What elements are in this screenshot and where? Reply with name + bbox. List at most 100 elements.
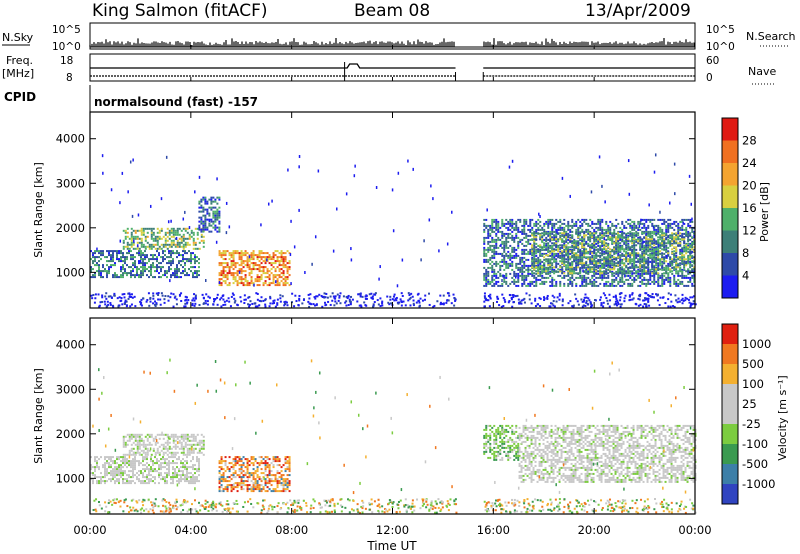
power-cell bbox=[138, 276, 140, 279]
power-cell bbox=[172, 235, 175, 238]
velocity-cell bbox=[104, 466, 106, 469]
power-cell bbox=[597, 262, 600, 265]
power-cell bbox=[607, 256, 610, 259]
power-cell bbox=[501, 232, 504, 235]
power-cell bbox=[545, 268, 548, 271]
power-cell bbox=[599, 272, 602, 275]
power-cell bbox=[599, 248, 602, 251]
power-cell bbox=[154, 239, 157, 242]
power-cell bbox=[597, 242, 600, 245]
power-cell bbox=[669, 284, 672, 287]
power-speckle bbox=[628, 295, 631, 298]
power-cell bbox=[559, 266, 562, 269]
power-cell bbox=[559, 284, 562, 287]
power-cell bbox=[260, 266, 263, 269]
power-cell bbox=[661, 240, 664, 243]
power-cell bbox=[244, 260, 247, 263]
power-cell bbox=[509, 258, 512, 261]
power-cell bbox=[553, 238, 556, 241]
power-speckle bbox=[97, 293, 100, 296]
power-cell bbox=[240, 282, 243, 285]
power-cell bbox=[675, 242, 678, 245]
power-cell bbox=[611, 254, 614, 257]
power-cell bbox=[647, 268, 650, 271]
power-cell bbox=[553, 248, 556, 251]
power-cell bbox=[583, 238, 586, 241]
power-cell bbox=[591, 266, 594, 269]
power-cell bbox=[166, 243, 169, 246]
power-cell bbox=[597, 220, 600, 223]
power-cell bbox=[519, 274, 522, 277]
power-cell bbox=[687, 262, 690, 265]
power-speckle bbox=[192, 297, 195, 300]
power-speckle bbox=[574, 293, 577, 296]
power-cell bbox=[589, 224, 592, 227]
power-speckle bbox=[582, 269, 584, 273]
power-cell bbox=[641, 238, 644, 241]
power-cell bbox=[168, 256, 170, 259]
power-cell bbox=[517, 218, 520, 221]
power-speckle bbox=[203, 302, 206, 305]
power-cell bbox=[629, 266, 632, 269]
power-cell bbox=[198, 247, 201, 250]
power-cell bbox=[681, 226, 684, 229]
power-cell bbox=[156, 266, 158, 269]
power-cell bbox=[609, 228, 612, 231]
power-cell bbox=[505, 280, 508, 283]
power-speckle bbox=[154, 300, 157, 303]
power-speckle bbox=[615, 297, 618, 300]
power-cell bbox=[186, 272, 188, 275]
power-cell bbox=[154, 237, 157, 240]
power-cell bbox=[505, 262, 508, 265]
power-cell bbox=[240, 260, 243, 263]
power-speckle bbox=[643, 297, 646, 300]
power-cell bbox=[561, 260, 564, 263]
power-cell bbox=[677, 232, 680, 235]
power-speckle bbox=[361, 295, 364, 298]
power-cell bbox=[623, 258, 626, 261]
power-cell bbox=[693, 256, 696, 259]
power-cell bbox=[549, 244, 552, 247]
power-cell bbox=[679, 234, 682, 237]
power-cell bbox=[591, 274, 594, 277]
power-speckle bbox=[692, 300, 695, 303]
power-cell bbox=[583, 248, 586, 251]
power-cell bbox=[547, 238, 550, 241]
velocity-cell bbox=[96, 460, 98, 463]
power-cell bbox=[507, 284, 510, 287]
power-cell bbox=[665, 232, 668, 235]
power-speckle bbox=[206, 303, 209, 306]
power-cell bbox=[653, 254, 656, 257]
power-cell bbox=[581, 218, 584, 221]
power-cell bbox=[559, 252, 562, 255]
power-cell bbox=[505, 246, 508, 249]
power-speckle bbox=[580, 298, 583, 301]
power-cell bbox=[675, 268, 678, 271]
power-cell bbox=[124, 262, 126, 265]
power-cell bbox=[613, 274, 616, 277]
power-cell bbox=[515, 228, 518, 231]
power-speckle bbox=[614, 300, 617, 303]
power-cell bbox=[116, 276, 118, 279]
power-cell bbox=[204, 198, 207, 201]
power-cell bbox=[689, 254, 692, 257]
power-cell bbox=[232, 250, 235, 253]
power-cell bbox=[611, 260, 614, 263]
power-cell bbox=[172, 231, 175, 234]
power-cell bbox=[222, 270, 225, 273]
power-cell bbox=[503, 274, 506, 277]
power-speckle bbox=[452, 293, 455, 296]
power-cell bbox=[288, 284, 291, 287]
power-cell bbox=[657, 256, 660, 259]
power-cell bbox=[617, 250, 620, 253]
power-cell bbox=[547, 248, 550, 251]
power-cell bbox=[579, 258, 582, 261]
power-cell bbox=[212, 212, 215, 215]
power-cell bbox=[100, 252, 102, 255]
power-cell bbox=[629, 248, 632, 251]
power-cell bbox=[631, 284, 634, 287]
power-cell bbox=[577, 272, 580, 275]
power-cell bbox=[677, 222, 680, 225]
power-cell bbox=[150, 247, 153, 250]
power-speckle bbox=[188, 226, 191, 230]
